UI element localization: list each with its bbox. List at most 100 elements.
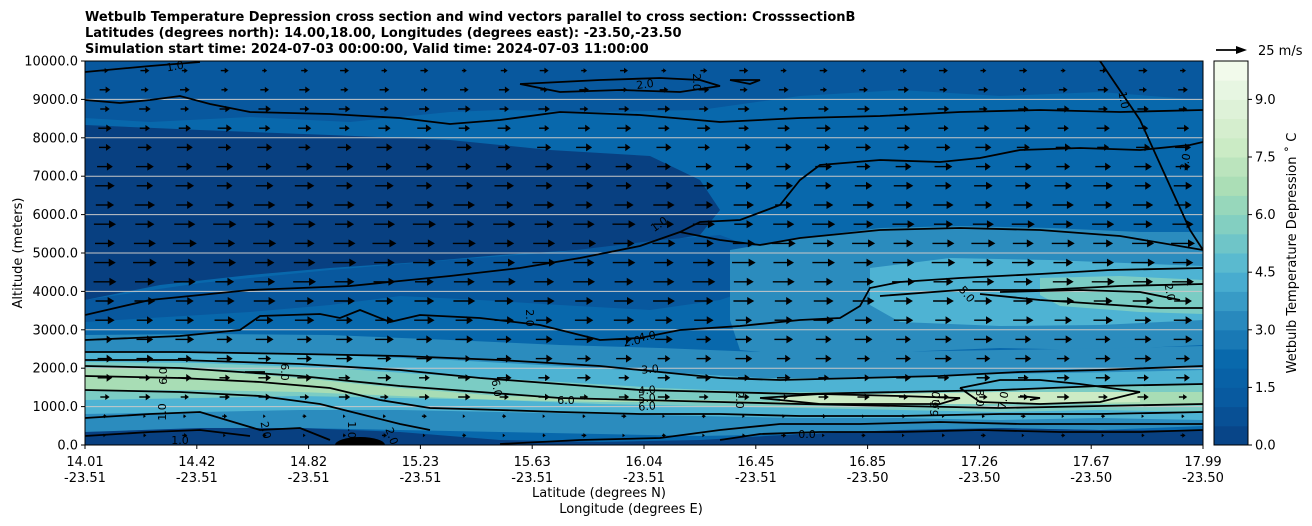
- contour-line-low-5: [85, 375, 1203, 417]
- y-axis: 0.0 1000.0 2000.0 3000.0 4000.0 5000.0 6000.0 7…: [24, 55, 85, 454]
- wind-vector-head: [385, 354, 392, 363]
- wind-vector-head: [426, 181, 433, 190]
- wind-vector-head: [862, 433, 866, 438]
- wind-vector-head: [1026, 316, 1034, 325]
- colorbar-frame: [1213, 60, 1249, 446]
- wind-vector-head: [983, 394, 988, 400]
- contour-labels: 1.02.0 2.01.02.01.02.02.04.05.0 2.03.04.05…: [156, 61, 1193, 445]
- wind-vector-head: [346, 143, 352, 152]
- wind-vector-head: [1145, 181, 1152, 190]
- wind-vector-head: [746, 335, 753, 344]
- wind-vector-head: [906, 201, 913, 209]
- wind-vector-head: [544, 67, 549, 74]
- wind-vector-head: [985, 201, 993, 209]
- wind-vector-head: [188, 258, 196, 267]
- colorbar-segment: [1214, 272, 1248, 292]
- wind-vector-head: [785, 354, 791, 363]
- wind-vector-head: [744, 105, 750, 113]
- wind-vector-head: [825, 162, 833, 171]
- wind-vector-head: [1026, 277, 1033, 286]
- wind-vector-head: [985, 316, 993, 325]
- wind-vector-head: [1103, 86, 1109, 94]
- wind-vector-head: [304, 393, 310, 401]
- wind-vector-head: [665, 143, 672, 152]
- contour-line-core-1: [759, 393, 961, 405]
- wind-vector-head: [144, 87, 149, 93]
- wind-vector-head: [465, 105, 471, 113]
- wind-vector-head: [383, 433, 387, 438]
- wind-vector-head: [907, 258, 915, 267]
- wind-vector-head: [945, 162, 953, 171]
- wind-vector-head: [584, 394, 589, 400]
- wind-vector-head: [426, 354, 433, 363]
- wind-vector-head: [1185, 316, 1193, 325]
- wind-vector-head: [1147, 239, 1155, 248]
- wind-vector-head: [903, 105, 909, 113]
- wind-vector-head: [109, 277, 117, 286]
- wind-vector-head: [1185, 297, 1192, 305]
- wind-vector-head: [827, 239, 835, 248]
- wind-vector-head: [1103, 393, 1108, 401]
- wind-vector-head: [384, 106, 389, 112]
- wind-vector-head: [308, 258, 316, 267]
- wind-vector-head: [586, 316, 594, 325]
- y-tick-label: 5000.0: [33, 247, 79, 262]
- contour-line-low-3: [85, 365, 721, 403]
- wind-vector-head: [425, 124, 432, 133]
- wind-vector-head: [707, 258, 715, 267]
- wind-vector-head: [187, 201, 194, 209]
- wind-vector-head: [229, 220, 237, 229]
- wind-vector-head: [984, 124, 990, 132]
- wind-vector-head: [704, 105, 709, 113]
- wind-vector-head: [103, 414, 107, 419]
- wind-vector-head: [943, 67, 948, 74]
- wind-vector-head: [705, 162, 712, 171]
- wind-vector-head: [985, 143, 992, 152]
- y-tick-label: 10000.0: [24, 55, 78, 70]
- wind-vector-head: [548, 258, 556, 267]
- x-tick-label-lat: 17.26: [961, 455, 998, 470]
- wind-vector-head: [187, 297, 194, 305]
- wind-vector-head: [384, 394, 389, 400]
- wind-vector-head: [1188, 239, 1196, 248]
- wind-vector-head: [1066, 277, 1074, 286]
- wind-vector-head: [428, 220, 436, 229]
- wind-vector-head: [145, 67, 150, 74]
- wind-vector-head: [1106, 181, 1113, 190]
- colorbar-label: Wetbulb Temperature Depression ˚ C: [1284, 133, 1300, 374]
- wind-vector-head: [904, 143, 910, 151]
- wind-vector-head: [944, 124, 949, 132]
- contour-label: 2.0: [636, 77, 655, 92]
- wind-vector-head: [465, 124, 470, 132]
- wind-vector-head: [1027, 220, 1035, 229]
- wind-vector-head: [425, 105, 430, 113]
- wind-vector-head: [264, 86, 270, 93]
- wind-vector-head: [705, 124, 711, 132]
- wind-vector-head: [107, 181, 115, 190]
- wind-vector-head: [625, 124, 632, 133]
- wind-vector-head: [468, 239, 476, 248]
- wind-vector-head: [265, 124, 271, 132]
- wind-vector-head: [824, 374, 829, 382]
- chart-title-line-3: Simulation start time: 2024-07-03 00:00:…: [85, 42, 649, 57]
- wind-vector-head: [586, 201, 593, 209]
- wind-vector-head: [463, 433, 467, 438]
- wind-vector-head: [867, 201, 875, 209]
- wind-vector-head: [184, 68, 188, 74]
- y-tick-label: 1000.0: [33, 400, 79, 415]
- wind-vector-head: [786, 181, 794, 190]
- wind-vector-head: [308, 220, 316, 229]
- wind-vector-head: [343, 433, 347, 438]
- wind-vector-head: [587, 220, 595, 229]
- wind-vector-head: [943, 87, 948, 93]
- wind-vector-head: [147, 354, 154, 363]
- wind-vector-head: [1144, 143, 1151, 152]
- wind-vector-head: [747, 239, 755, 248]
- wind-vector-head: [826, 277, 834, 286]
- contour-line-low-10: [719, 429, 1203, 441]
- wind-vector-head: [984, 354, 991, 363]
- wind-vector-head: [586, 143, 593, 152]
- wind-vector-head: [507, 181, 515, 190]
- wind-vector-head: [945, 335, 952, 344]
